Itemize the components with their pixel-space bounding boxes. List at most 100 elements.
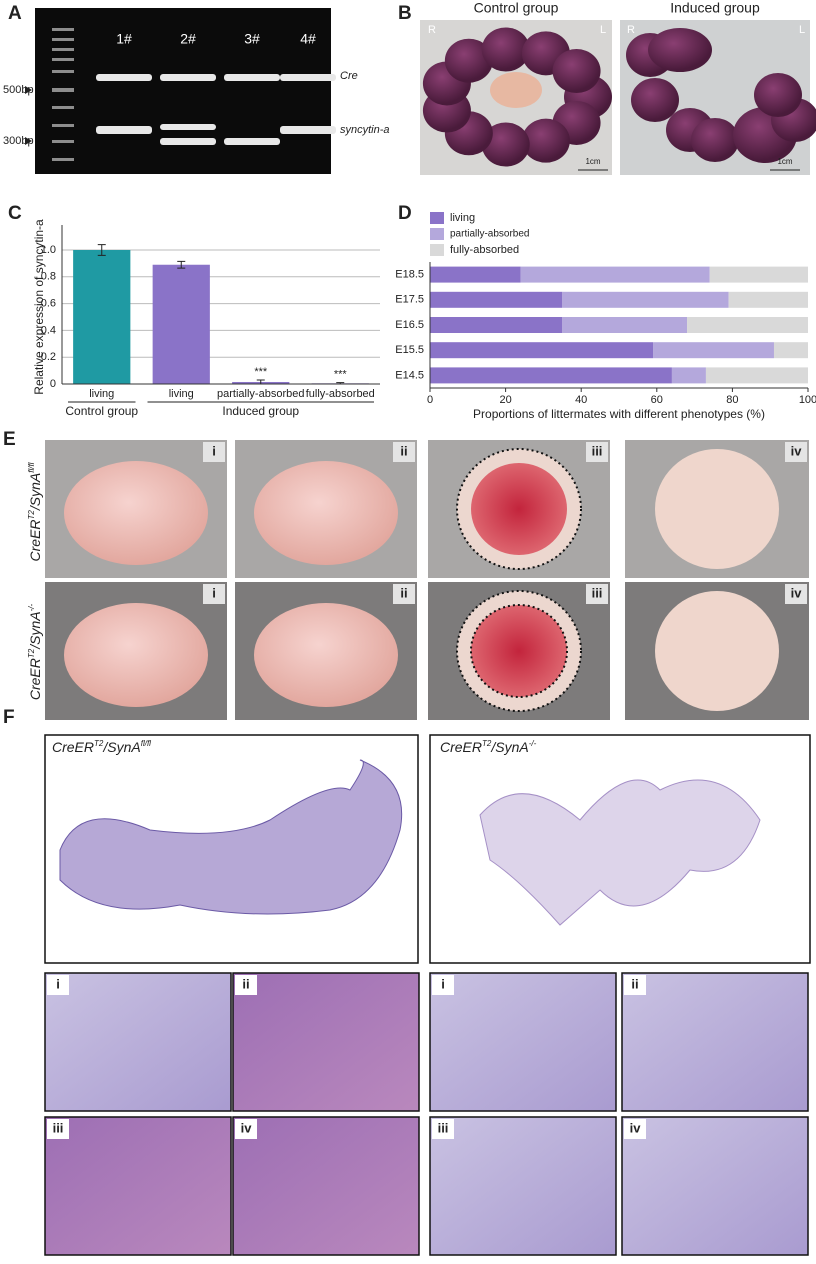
placenta-core bbox=[470, 604, 568, 698]
bar-segment bbox=[520, 266, 710, 283]
tile-label: iv bbox=[630, 1120, 642, 1135]
embryo-bulge bbox=[552, 49, 601, 94]
embryo-bulge bbox=[481, 27, 530, 72]
x-tick-label: fully-absorbed bbox=[306, 388, 375, 400]
tile-badge bbox=[586, 442, 608, 462]
section bbox=[479, 779, 761, 926]
tile-badge bbox=[203, 442, 225, 462]
y-tick-label: 0.4 bbox=[41, 324, 56, 336]
tile-label: iv bbox=[791, 585, 803, 600]
tile-badge bbox=[624, 975, 646, 995]
y-axis-label: Relative expression of syncytin-a bbox=[32, 219, 46, 395]
significance: *** bbox=[254, 366, 268, 378]
tile-label: iv bbox=[241, 1120, 253, 1135]
x-tick-label: living bbox=[169, 388, 194, 400]
band-label: Cre bbox=[340, 70, 358, 82]
tile-badge bbox=[586, 584, 608, 604]
bar-segment bbox=[562, 317, 688, 333]
tile-label: ii bbox=[631, 976, 638, 991]
tile-label: iii bbox=[592, 443, 603, 458]
tile-badge bbox=[432, 975, 454, 995]
legend-label: partially-absorbed bbox=[450, 229, 530, 240]
bar-segment bbox=[430, 266, 521, 283]
tile-label: iv bbox=[791, 443, 803, 458]
embryo bbox=[64, 603, 208, 707]
histology bbox=[232, 1116, 420, 1256]
panel-label: C bbox=[8, 203, 22, 224]
tile-badge bbox=[235, 975, 257, 995]
group-title: Induced group bbox=[670, 0, 760, 16]
tissue bbox=[490, 72, 542, 108]
tile-label: iii bbox=[438, 1120, 449, 1135]
band-label: syncytin-a bbox=[340, 124, 390, 136]
histology bbox=[232, 972, 420, 1112]
histology bbox=[44, 1116, 232, 1256]
x-tick-label: partially-absorbed bbox=[217, 388, 304, 400]
embryo bbox=[64, 461, 208, 565]
tile-badge bbox=[47, 975, 69, 995]
legend-label: fully-absorbed bbox=[450, 244, 519, 256]
bar-segment bbox=[671, 367, 706, 384]
lane-label: 2# bbox=[180, 31, 196, 47]
side-label: L bbox=[600, 24, 606, 36]
tile-badge bbox=[393, 584, 415, 604]
y-tick-label: 0.2 bbox=[41, 351, 56, 363]
legend-swatch bbox=[430, 212, 444, 224]
bar-segment bbox=[430, 291, 563, 308]
significance: *** bbox=[334, 369, 348, 381]
y-tick-label: E16.5 bbox=[395, 319, 424, 331]
tile-badge bbox=[47, 1119, 69, 1139]
panel-label: E bbox=[3, 429, 16, 450]
gel bbox=[35, 8, 331, 174]
x-tick-label: 100 bbox=[799, 394, 816, 406]
scale-label: 1cm bbox=[585, 157, 600, 166]
bar-segment bbox=[709, 266, 808, 283]
absorbed bbox=[655, 449, 779, 569]
bar-segment bbox=[430, 367, 672, 384]
histology bbox=[621, 972, 809, 1112]
group-title: Control group bbox=[474, 0, 559, 16]
tile-label: iii bbox=[592, 585, 603, 600]
placenta-core bbox=[471, 463, 567, 555]
histology bbox=[621, 1116, 809, 1256]
x-tick-label: 0 bbox=[427, 394, 433, 406]
tile-badge bbox=[203, 584, 225, 604]
tile-badge bbox=[785, 442, 807, 462]
scale-label: 1cm bbox=[777, 157, 792, 166]
tile-label: i bbox=[212, 443, 216, 458]
x-tick-label: 40 bbox=[575, 394, 587, 406]
bar bbox=[152, 264, 210, 384]
embryo-bulge bbox=[521, 118, 570, 163]
side-label: R bbox=[428, 24, 436, 36]
bar-segment bbox=[687, 317, 808, 333]
tile-label: ii bbox=[400, 585, 407, 600]
embryo bbox=[254, 461, 398, 565]
tile-label: i bbox=[212, 585, 216, 600]
uterus bbox=[422, 27, 816, 167]
y-tick-label: 0 bbox=[50, 378, 56, 390]
x-tick-label: living bbox=[89, 388, 114, 400]
histology bbox=[429, 972, 617, 1112]
y-tick-label: 1.0 bbox=[41, 244, 56, 256]
embryo-bulge bbox=[481, 122, 530, 167]
bar-segment bbox=[773, 342, 808, 359]
tile-label: iii bbox=[53, 1120, 64, 1135]
lane-label: 4# bbox=[300, 31, 316, 47]
bar-segment bbox=[705, 367, 808, 384]
x-tick-label: 60 bbox=[651, 394, 663, 406]
marker-arrow bbox=[25, 86, 32, 145]
tile-badge bbox=[393, 442, 415, 462]
error-bar bbox=[177, 260, 186, 269]
histology bbox=[44, 972, 232, 1112]
bar-segment bbox=[653, 342, 774, 359]
side-label: R bbox=[627, 24, 635, 36]
side-label: L bbox=[799, 24, 805, 36]
row-label: CreERT2/SynA-/- bbox=[27, 604, 43, 701]
legend-swatch bbox=[430, 244, 444, 256]
group-label: Induced group bbox=[222, 404, 299, 418]
tile-label: ii bbox=[400, 443, 407, 458]
lane-label: 3# bbox=[244, 31, 260, 47]
tile-badge bbox=[624, 1119, 646, 1139]
